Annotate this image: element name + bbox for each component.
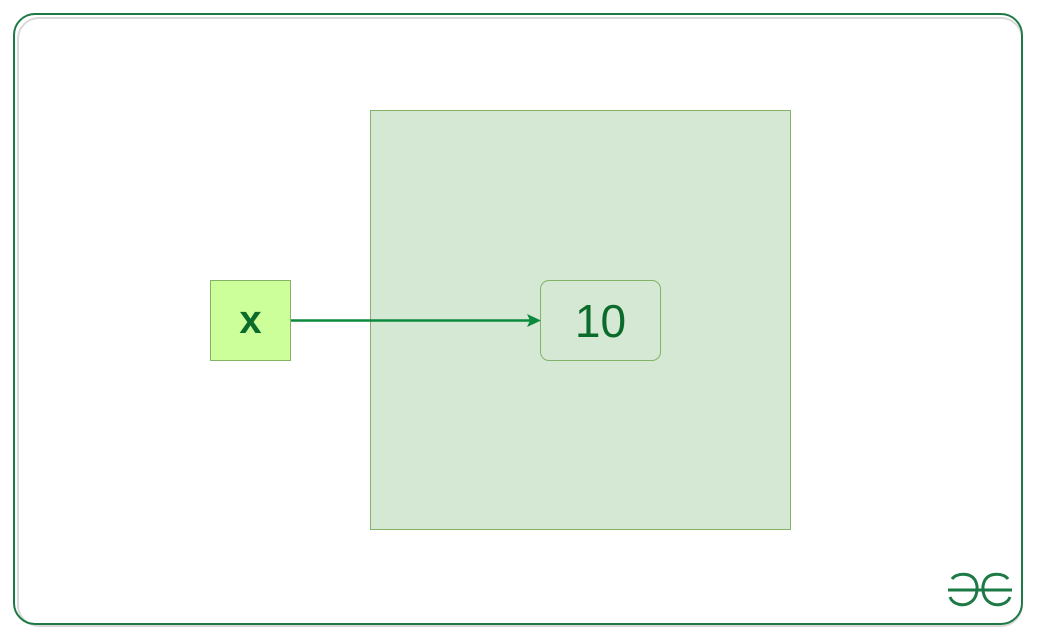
variable-box: x xyxy=(210,280,291,361)
value-object: 10 xyxy=(540,280,661,361)
diagram-frame xyxy=(13,13,1023,625)
gfg-logo-icon xyxy=(948,572,1012,607)
value-label: 10 xyxy=(574,294,627,347)
variable-label: x xyxy=(239,298,262,342)
